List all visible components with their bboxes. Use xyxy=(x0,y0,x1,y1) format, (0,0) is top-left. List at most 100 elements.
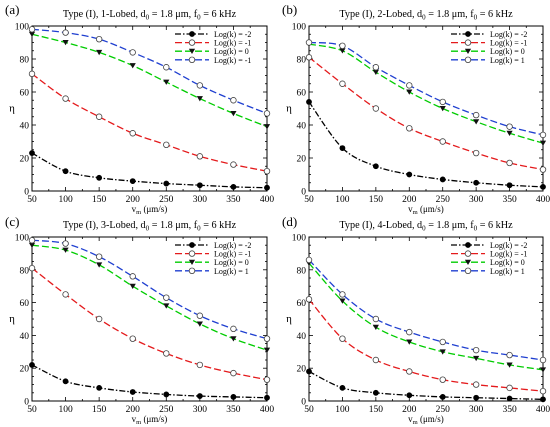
data-point xyxy=(263,124,271,130)
data-point xyxy=(339,48,346,54)
data-point xyxy=(305,296,313,303)
legend-label: Log(k) = -1 xyxy=(490,250,527,259)
data-point xyxy=(439,393,446,400)
y-tick-label: 40 xyxy=(20,122,30,132)
data-point xyxy=(406,89,413,95)
data-point xyxy=(96,174,103,181)
data-point xyxy=(540,396,546,403)
data-point xyxy=(230,393,237,400)
chart-title: Type (I), 2-Lobed, d0 = 1.8 μm, f0 = 6 k… xyxy=(339,9,513,22)
x-axis-label: vm (μm/s) xyxy=(408,204,444,216)
x-axis-label-main: v xyxy=(132,414,137,424)
y-tick-label: 100 xyxy=(292,234,307,244)
y-tick-label: 20 xyxy=(297,155,307,165)
chart-title: Type (I), 3-Lobed, d0 = 1.8 μm, f0 = 6 k… xyxy=(63,220,237,233)
data-point xyxy=(439,106,446,112)
data-point xyxy=(62,240,69,247)
legend-marker xyxy=(189,242,195,248)
series-line xyxy=(308,298,544,392)
x-axis-label-unit: (μm/s) xyxy=(418,204,444,214)
x-tick-label: 300 xyxy=(469,405,484,415)
legend-marker xyxy=(464,267,472,274)
y-axis-label: η xyxy=(9,313,15,325)
data-point xyxy=(196,361,204,369)
x-tick-label: 100 xyxy=(335,405,350,415)
legend-marker xyxy=(464,39,472,46)
y-axis-label: η xyxy=(9,103,15,115)
data-point xyxy=(539,140,547,146)
data-point xyxy=(28,31,36,38)
panel-d: (d) Type (I), 4-Lobed, d0 = 1.8 μm, f0 = … xyxy=(282,214,550,426)
data-point xyxy=(439,138,446,145)
data-point xyxy=(196,153,204,160)
data-point xyxy=(263,167,271,175)
data-point xyxy=(540,183,546,190)
data-point xyxy=(28,26,36,33)
series-line xyxy=(308,262,544,371)
data-point xyxy=(473,119,480,125)
data-point xyxy=(506,130,513,137)
legend-marker xyxy=(465,31,471,37)
x-tick-label: 50 xyxy=(304,405,314,415)
x-tick-label: 400 xyxy=(260,195,275,205)
data-point xyxy=(406,368,413,375)
data-point xyxy=(439,376,446,383)
legend-marker xyxy=(188,259,196,265)
data-point xyxy=(539,367,547,373)
title-text: Type (I), 3-Lobed, d xyxy=(63,220,146,231)
y-tick-label: 100 xyxy=(15,234,30,244)
data-point xyxy=(230,183,237,190)
x-axis-label-subscript: m xyxy=(136,419,141,426)
x-tick-label: 50 xyxy=(27,195,37,205)
data-point xyxy=(473,394,480,401)
x-tick-label: 200 xyxy=(402,195,417,205)
title-subscript: 0 xyxy=(422,14,426,22)
title-subscript: 0 xyxy=(146,14,150,22)
data-point xyxy=(473,355,480,362)
data-point xyxy=(339,80,346,87)
x-axis-label-main: v xyxy=(408,414,413,424)
legend-marker xyxy=(464,259,472,265)
data-point xyxy=(196,182,203,189)
x-tick-label: 100 xyxy=(335,195,350,205)
series-3 xyxy=(28,242,271,353)
legend-label: Log(k) = -1 xyxy=(490,39,527,48)
data-point xyxy=(163,64,170,71)
legend-marker xyxy=(188,267,196,274)
y-tick-label: 80 xyxy=(297,266,307,276)
series-4 xyxy=(28,237,271,342)
data-point xyxy=(28,70,36,78)
data-point xyxy=(62,40,69,46)
x-tick-label: 250 xyxy=(159,405,174,415)
x-tick-label: 150 xyxy=(369,195,384,205)
title-text: Type (I), 2-Lobed, d xyxy=(339,9,422,20)
data-point xyxy=(230,325,237,333)
data-point xyxy=(29,362,35,368)
series-3 xyxy=(28,31,271,130)
data-point xyxy=(163,180,170,187)
x-tick-label: 150 xyxy=(92,195,107,205)
data-point xyxy=(506,351,513,359)
data-point xyxy=(506,123,513,130)
x-axis-label-subscript: m xyxy=(413,419,418,426)
data-point xyxy=(129,273,136,280)
title-text: = 6 kHz xyxy=(201,220,237,231)
data-point xyxy=(305,256,313,264)
x-tick-label: 300 xyxy=(469,195,484,205)
data-point xyxy=(406,171,413,178)
legend-marker xyxy=(188,39,196,46)
x-tick-label: 400 xyxy=(260,405,275,415)
y-tick-label: 60 xyxy=(297,89,307,99)
title-text: = 1.8 μm, f xyxy=(426,9,475,20)
legend-label: Log(k) = -1 xyxy=(214,56,251,65)
y-tick-label: 20 xyxy=(297,365,307,375)
x-tick-label: 300 xyxy=(193,195,208,205)
y-tick-label: 100 xyxy=(292,23,307,33)
y-tick-label: 60 xyxy=(297,299,307,309)
x-tick-label: 100 xyxy=(58,405,73,415)
legend-marker xyxy=(464,48,472,54)
x-tick-label: 350 xyxy=(226,195,241,205)
data-point xyxy=(439,98,446,106)
